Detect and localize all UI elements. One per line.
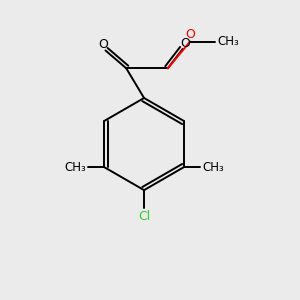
Text: O: O bbox=[185, 28, 195, 41]
Text: O: O bbox=[98, 38, 108, 51]
Text: CH₃: CH₃ bbox=[202, 160, 224, 174]
Text: CH₃: CH₃ bbox=[217, 35, 239, 48]
Text: CH₃: CH₃ bbox=[64, 160, 86, 174]
Text: Cl: Cl bbox=[138, 210, 150, 224]
Text: O: O bbox=[180, 37, 190, 50]
